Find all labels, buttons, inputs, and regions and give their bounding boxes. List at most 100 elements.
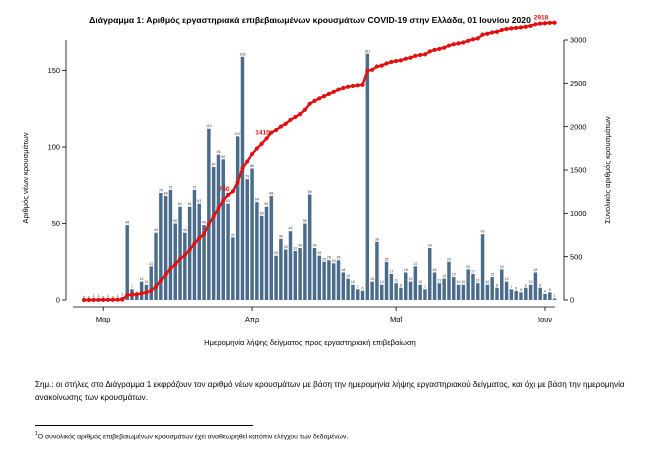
cumulative-point [427,49,432,54]
cumulative-annotation: 2918 [534,14,549,21]
cumulative-point [422,52,428,57]
bar [423,289,427,300]
bar-value-label: 7 [424,285,426,289]
bar-value-label: 6 [515,286,517,290]
bar-value-label: 18 [404,268,408,272]
cumulative-point [153,284,159,289]
bar-value-label: 34 [428,244,432,248]
bar-value-label: 7 [357,285,359,289]
bar [504,281,509,300]
bar-value-label: 10 [461,280,465,284]
bar-value-label: 92 [221,155,225,159]
bar-value-label: 20 [500,265,504,269]
bar [125,225,129,300]
bar [154,232,158,300]
bar [404,272,408,300]
cumulative-point [437,46,442,52]
cumulative-point [413,53,418,58]
bar-value-label: 61 [178,202,182,206]
bar-value-label: 41 [231,233,235,237]
cumulative-point [499,27,504,33]
bar-value-label: 5 [549,288,551,292]
cumulative-point [350,83,356,89]
bar [384,261,389,300]
bar-value-label: 72 [192,185,196,189]
footnote: 1Ο συνολικός αριθμός επιβεβαιωμένων κρου… [35,431,625,440]
cumulative-point [177,256,183,262]
bar-value-label: 10 [380,280,384,284]
cumulative-point [389,59,394,65]
bar-value-label: 14 [442,274,446,278]
cumulative-point [221,198,226,203]
cumulative-point [81,297,87,303]
bar-value-label: 10 [457,280,461,284]
bar [490,277,494,300]
cumulative-point [374,64,380,69]
bar [327,260,331,300]
bar [159,192,163,300]
bar [269,196,274,300]
x-axis-label: Ημερομηνία λήψης δείγματος προς εργαστηρ… [204,338,416,347]
bar [183,232,187,300]
bar-value-label: 12 [370,277,374,281]
bar-value-label: 20 [466,265,470,269]
bar-value-label: 2 [121,292,123,296]
cumulative-point [384,61,389,66]
bar [135,295,139,300]
bar [500,269,504,300]
bar [312,248,317,300]
bar-value-label: 18 [433,268,437,272]
cumulative-point [408,55,413,60]
cumulative-point [192,241,197,246]
cumulative-point [139,291,144,296]
cumulative-point [322,94,327,99]
bar [495,287,499,300]
bar-value-label: 25 [385,257,389,261]
cumulative-point [168,266,173,271]
bar [317,255,322,300]
bar-value-label: 17 [389,270,393,274]
bar [485,284,490,300]
footnote-mark: 1 [35,431,38,437]
x-tick-label: Ιουν [538,315,552,324]
bar [375,241,379,300]
bar-value-label: 1 [107,294,109,298]
bar-value-label: 38 [375,237,379,241]
x-tick-label: Μαΐ [390,315,402,324]
bar-value-label: 8 [525,283,527,287]
bar-value-label: 69 [308,190,312,194]
cumulative-point [461,40,466,45]
x-tick-label: Απρ [245,315,259,324]
bar [552,298,557,300]
cumulative-point [514,25,519,30]
bar-value-label: 29 [317,251,321,255]
y-axis-label-right: Συνολικός αριθμός κρουσμάτων [603,116,612,224]
bar-value-label: 10 [351,280,355,284]
bar-value-label: 49 [125,221,129,225]
bar [514,290,518,300]
cumulative-point [144,290,149,295]
bar [360,290,365,300]
cumulative-point [149,288,154,293]
bar [168,189,173,300]
cumulative-point [331,89,336,94]
bar [173,223,177,300]
y-tick-label-left: 150 [48,66,60,75]
bar [389,274,394,300]
footnote-divider [35,425,253,426]
bar-value-label: 86 [250,164,254,168]
bar-value-label: 1 [117,294,119,298]
bar [259,215,264,300]
bar-value-label: 55 [260,211,264,215]
bar-value-label: 0 [83,296,85,300]
cumulative-annotation: 740 [219,186,230,193]
bar [322,261,326,300]
cumulative-point [293,114,298,120]
bar-value-label: 26 [337,256,341,260]
cumulative-point [110,297,115,302]
bar-value-label: 34 [313,244,317,248]
cumulative-point [341,85,346,91]
bar-value-label: 112 [206,124,212,128]
bar [207,128,211,300]
